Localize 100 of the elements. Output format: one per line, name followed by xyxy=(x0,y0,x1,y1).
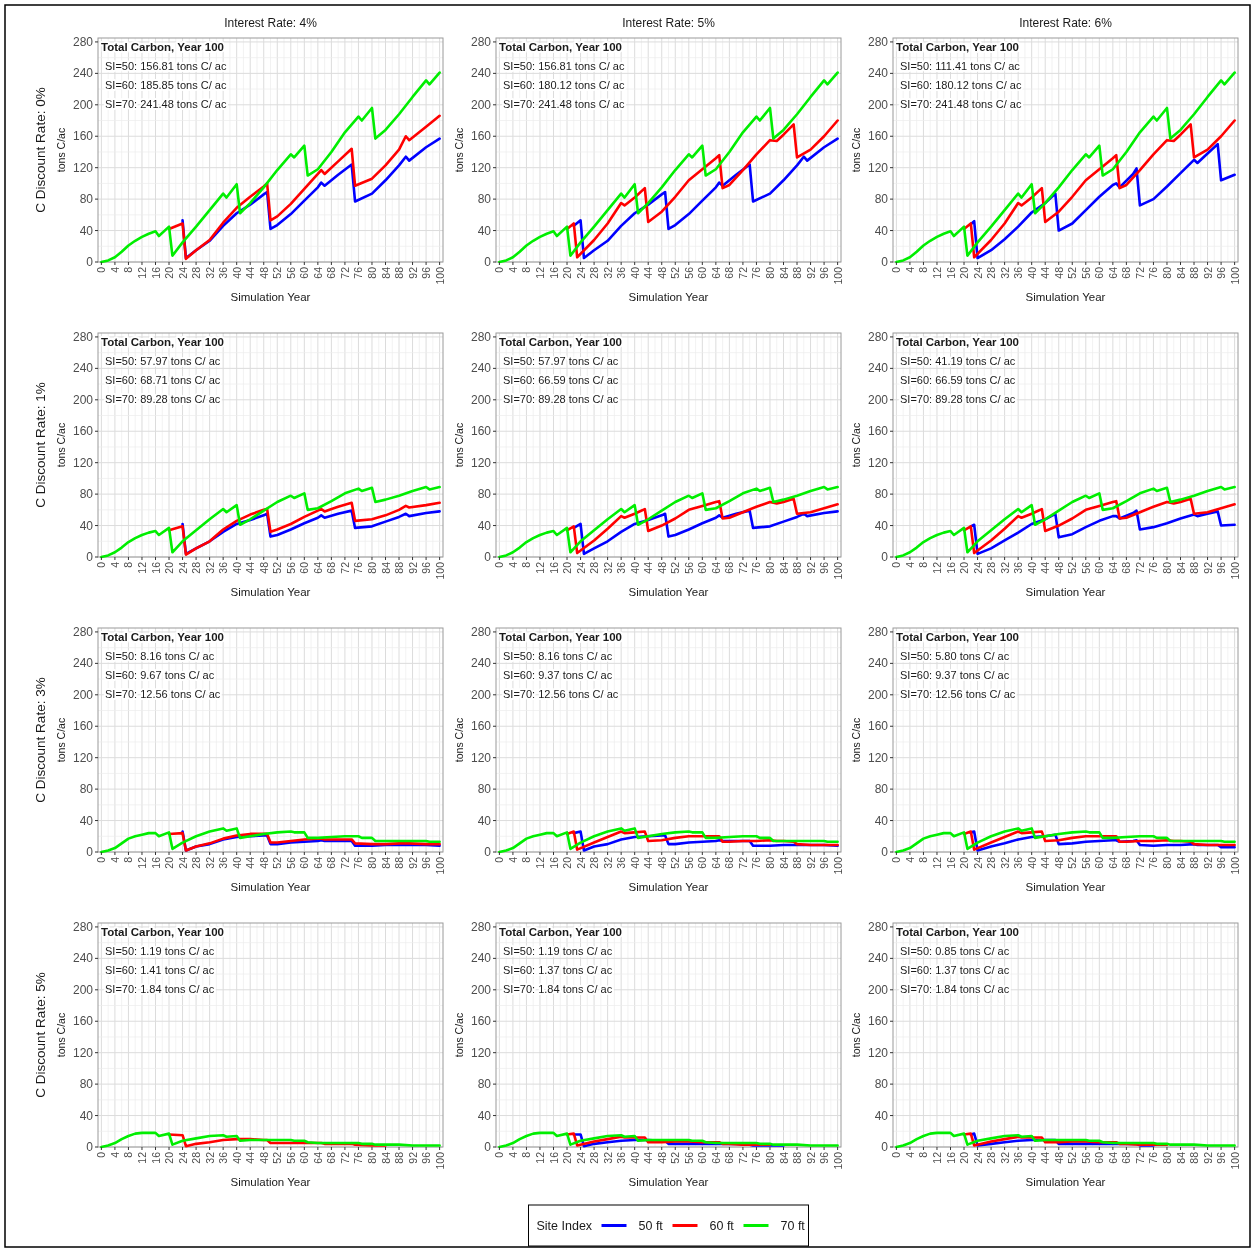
x-tick-label: 60 xyxy=(298,1151,311,1164)
annotation: SI=70: 241.48 tons C/ ac xyxy=(503,98,625,110)
y-tick-label: 80 xyxy=(79,192,94,207)
x-tick-label: 16 xyxy=(547,266,560,279)
y-tick-label: 120 xyxy=(867,455,889,470)
x-tick-label: 16 xyxy=(547,1151,560,1164)
y-tick-label: 200 xyxy=(72,687,94,702)
x-tick-label: 44 xyxy=(1039,266,1052,279)
x-tick-label: 64 xyxy=(311,856,324,869)
x-tick-label: 8 xyxy=(520,1151,533,1158)
x-tick-label: 48 xyxy=(1052,1151,1065,1164)
x-tick-label: 24 xyxy=(574,266,587,279)
y-tick-label: 40 xyxy=(874,813,889,828)
x-tick-label: 36 xyxy=(1012,266,1025,279)
x-tick-label: 64 xyxy=(311,1151,324,1164)
x-tick-label: 28 xyxy=(985,1151,998,1164)
x-tick-label: 28 xyxy=(588,561,601,574)
legend-title: Site Index xyxy=(536,1218,593,1233)
x-axis-title: Simulation Year xyxy=(628,291,709,303)
x-tick-label: 24 xyxy=(971,1151,984,1164)
annotation: SI=70: 89.28 tons C/ ac xyxy=(900,393,1016,405)
x-tick-label: 92 xyxy=(406,266,419,279)
y-tick-label: 40 xyxy=(874,1108,889,1123)
annotation: SI=70: 12.56 tons C/ ac xyxy=(105,688,221,700)
annotation: SI=70: 1.84 tons C/ ac xyxy=(503,983,613,995)
x-tick-label: 20 xyxy=(561,266,574,279)
x-tick-label: 60 xyxy=(1093,1151,1106,1164)
x-tick-label: 68 xyxy=(325,1151,338,1164)
x-tick-label: 36 xyxy=(217,266,230,279)
x-tick-label: 68 xyxy=(1120,561,1133,574)
x-tick-label: 52 xyxy=(271,561,284,574)
x-tick-label: 88 xyxy=(393,561,406,574)
x-tick-label: 28 xyxy=(985,266,998,279)
x-tick-label: 40 xyxy=(1025,856,1038,869)
annotation: SI=70: 241.48 tons C/ ac xyxy=(105,98,227,110)
y-tick-label: 200 xyxy=(72,392,94,407)
annotation: SI=70: 241.48 tons C/ ac xyxy=(900,98,1022,110)
y-tick-label: 160 xyxy=(867,424,889,439)
y-tick-label: 240 xyxy=(72,361,94,376)
x-tick-label: 72 xyxy=(1133,266,1146,279)
x-tick-label: 40 xyxy=(628,266,641,279)
x-tick-label: 56 xyxy=(284,266,297,279)
x-tick-label: 64 xyxy=(1106,266,1119,279)
x-tick-label: 12 xyxy=(930,561,943,574)
x-tick-label: 60 xyxy=(696,561,709,574)
annotation: SI=50: 0.85 tons C/ ac xyxy=(900,945,1010,957)
y-axis-title: tons C/ac xyxy=(850,717,862,763)
x-tick-label: 52 xyxy=(271,266,284,279)
x-axis-title: Simulation Year xyxy=(1025,291,1106,303)
x-tick-label: 32 xyxy=(998,266,1011,279)
annotation: SI=50: 5.80 tons C/ ac xyxy=(900,650,1010,662)
y-tick-label: 80 xyxy=(477,1077,492,1092)
x-tick-label: 52 xyxy=(669,561,682,574)
x-tick-label: 24 xyxy=(176,266,189,279)
y-tick-label: 80 xyxy=(477,487,492,502)
y-tick-label: 200 xyxy=(867,982,889,997)
x-tick-label: 100 xyxy=(1228,266,1241,285)
x-axis-title: Simulation Year xyxy=(230,881,311,893)
x-tick-label: 88 xyxy=(1188,266,1201,279)
x-axis-title: Simulation Year xyxy=(230,1176,311,1188)
x-tick-label: 84 xyxy=(777,856,790,869)
x-tick-label: 16 xyxy=(547,561,560,574)
x-tick-label: 48 xyxy=(1052,266,1065,279)
x-tick-label: 36 xyxy=(1012,561,1025,574)
y-tick-label: 120 xyxy=(867,750,889,765)
x-tick-label: 8 xyxy=(520,561,533,568)
x-tick-label: 16 xyxy=(149,856,162,869)
x-axis-title: Simulation Year xyxy=(628,881,709,893)
y-tick-label: 80 xyxy=(874,782,889,797)
y-tick-label: 280 xyxy=(867,34,889,49)
x-tick-label: 88 xyxy=(393,856,406,869)
x-tick-label: 40 xyxy=(1025,561,1038,574)
x-tick-label: 12 xyxy=(533,1151,546,1164)
chart-title: Interest Rate: 6% xyxy=(1019,16,1113,30)
annotation: SI=70: 1.84 tons C/ ac xyxy=(900,983,1010,995)
x-tick-label: 84 xyxy=(1174,266,1187,279)
x-tick-label: 48 xyxy=(655,1151,668,1164)
x-tick-label: 24 xyxy=(574,561,587,574)
x-tick-label: 28 xyxy=(588,266,601,279)
x-tick-label: 60 xyxy=(298,561,311,574)
y-tick-label: 160 xyxy=(470,1014,492,1029)
x-tick-label: 96 xyxy=(1215,1151,1228,1164)
x-tick-label: 24 xyxy=(176,856,189,869)
y-axis-title: tons C/ac xyxy=(453,127,465,173)
annotation: SI=60: 1.41 tons C/ ac xyxy=(105,964,215,976)
x-tick-label: 12 xyxy=(533,266,546,279)
x-tick-label: 0 xyxy=(95,1151,108,1158)
x-tick-label: 4 xyxy=(506,266,519,273)
x-tick-label: 4 xyxy=(506,1151,519,1158)
x-tick-label: 64 xyxy=(709,856,722,869)
legend-label: 50 ft xyxy=(638,1218,664,1233)
x-tick-label: 8 xyxy=(122,266,135,273)
x-tick-label: 96 xyxy=(420,1151,433,1164)
y-tick-label: 120 xyxy=(867,160,889,175)
y-tick-label: 200 xyxy=(470,392,492,407)
text: C Discount Rate: 3% xyxy=(33,677,48,803)
x-tick-label: 0 xyxy=(890,561,903,568)
x-tick-label: 80 xyxy=(763,561,776,574)
x-tick-label: 32 xyxy=(203,561,216,574)
x-tick-label: 92 xyxy=(406,1151,419,1164)
